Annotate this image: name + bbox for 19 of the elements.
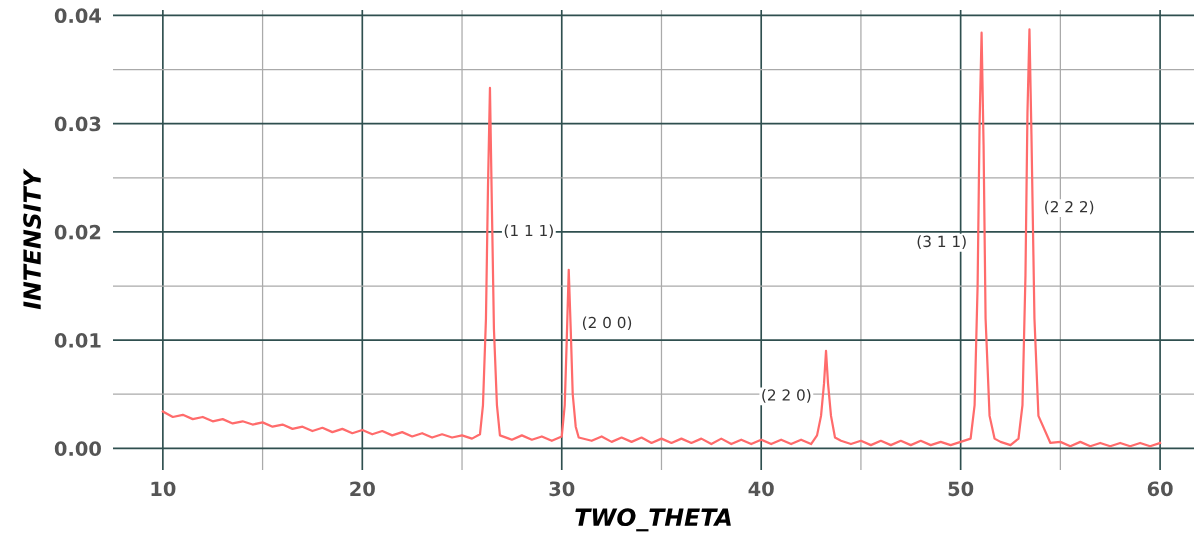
y-axis-title: INTENSITY [23, 168, 42, 310]
x-tick-label: 50 [948, 481, 974, 497]
y-tick-label: 0.00 [54, 441, 101, 457]
x-tick-label: 30 [549, 481, 575, 497]
annotation: (3 1 1) [917, 235, 966, 249]
x-tick-label: 60 [1147, 481, 1173, 497]
x-axis-title: TWO_THETA [575, 508, 731, 532]
x-tick-label: 20 [350, 481, 375, 497]
x-tick-label: 40 [748, 481, 774, 497]
x-tick-label: 10 [151, 481, 176, 497]
annotation: (2 2 2) [1045, 200, 1094, 215]
annotation: (1 1 1) [504, 224, 553, 239]
y-tick-label: 0.03 [54, 116, 101, 132]
y-tick-label: 0.04 [54, 8, 101, 24]
annotation: (2 0 0) [582, 316, 632, 331]
annotation: (2 2 0) [762, 389, 811, 403]
line-series [161, 28, 1162, 448]
y-tick-label: 0.02 [54, 224, 101, 240]
y-tick-label: 0.01 [54, 333, 101, 348]
